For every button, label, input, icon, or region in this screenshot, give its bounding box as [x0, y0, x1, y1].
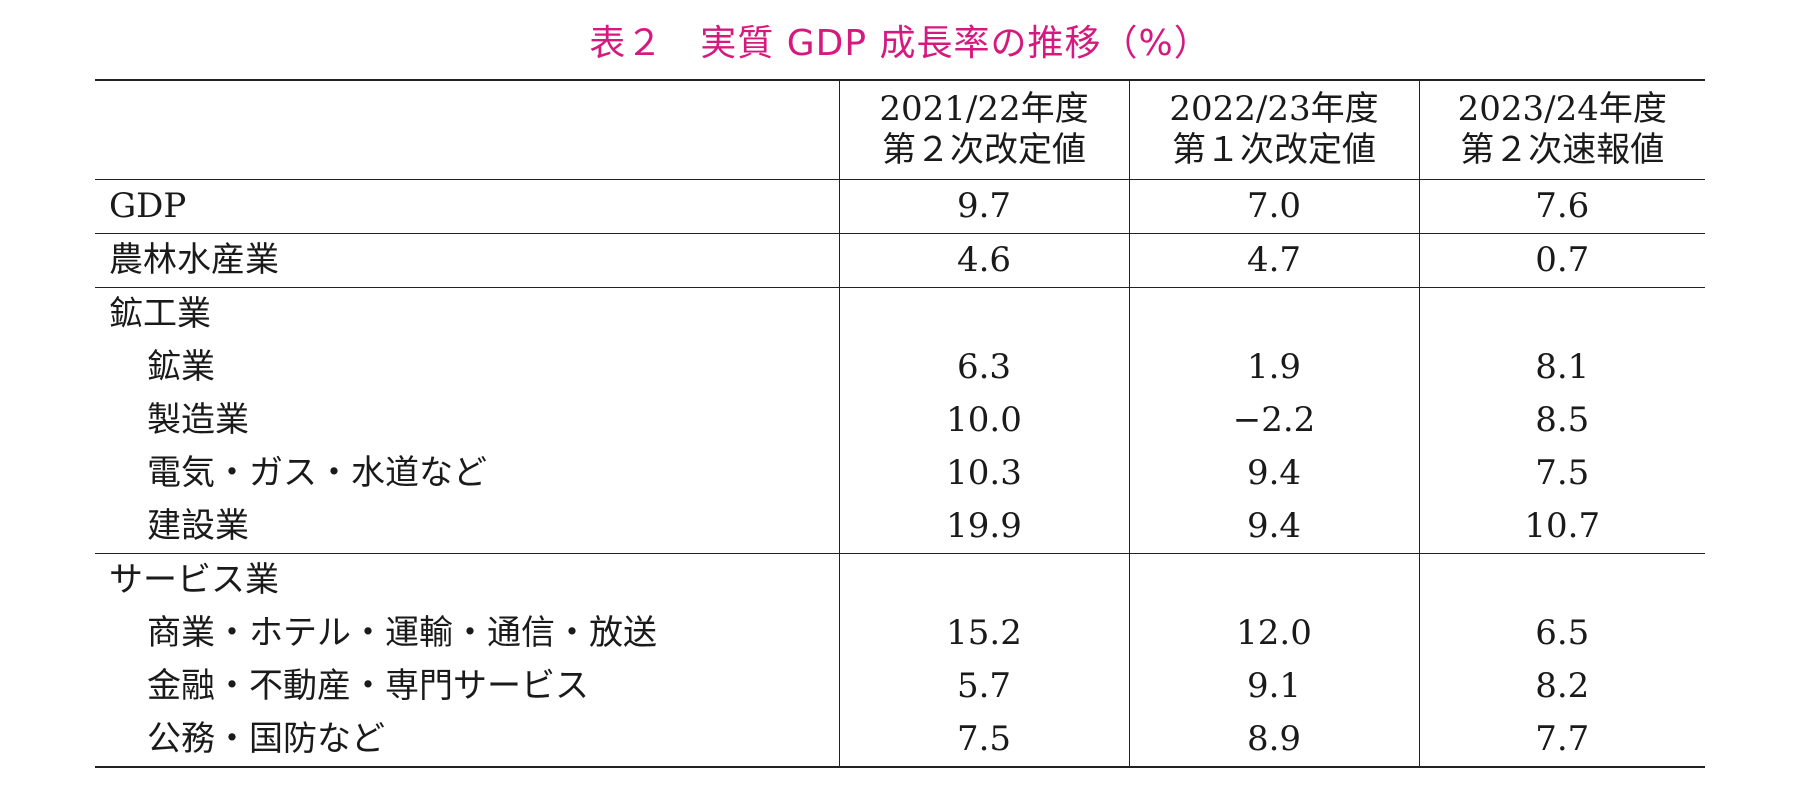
value-cell: 7.0 [1128, 179, 1419, 234]
row-label: 農林水産業 [109, 240, 279, 280]
column-header-estimate: 第２次速報値 [1460, 130, 1665, 170]
row-label: 鉱工業 [109, 294, 211, 334]
value-cell: 9.7 [838, 179, 1129, 234]
value-cell: 7.6 [1418, 179, 1705, 234]
column-header-year: 2021/22年度 [879, 89, 1089, 129]
table-row: 農林水産業 4.6 4.7 0.7 [95, 233, 1705, 288]
row-label: 公務・国防など [147, 719, 385, 759]
value-cell: 12.0 [1128, 607, 1419, 660]
table-row: 商業・ホテル・運輸・通信・放送 15.2 12.0 6.5 [95, 607, 1705, 660]
value-cell [1418, 287, 1705, 341]
value-cell: 5.7 [838, 660, 1129, 713]
table-row: 建設業 19.9 9.4 10.7 [95, 500, 1705, 554]
gdp-growth-table: 2021/22年度 第２次改定値 2022/23年度 第１次改定値 2023/2… [95, 79, 1705, 768]
column-header-estimate: 第２次改定値 [882, 130, 1086, 170]
value-cell: 10.3 [838, 447, 1129, 500]
value-cell [1418, 553, 1705, 607]
column-header-year: 2023/24年度 [1457, 89, 1667, 129]
value-cell: 15.2 [838, 607, 1129, 660]
value-cell [1128, 287, 1419, 341]
column-header: 2022/23年度 第１次改定値 [1128, 80, 1419, 180]
value-cell: 10.0 [838, 394, 1129, 447]
row-label: 建設業 [147, 506, 249, 546]
value-cell: 8.5 [1418, 394, 1705, 447]
header-blank-cell [95, 80, 839, 180]
value-cell: 10.7 [1418, 500, 1705, 554]
value-cell: −2.2 [1128, 394, 1419, 447]
value-cell: 7.5 [1418, 447, 1705, 500]
column-header: 2021/22年度 第２次改定値 [838, 80, 1129, 180]
value-cell [1128, 553, 1419, 607]
row-label: GDP [109, 186, 187, 226]
value-cell: 4.7 [1128, 233, 1419, 288]
table-row: 公務・国防など 7.5 8.9 7.7 [95, 713, 1705, 767]
row-label: 電気・ガス・水道など [147, 453, 487, 493]
table-row: 鉱工業 [95, 287, 1705, 341]
value-cell: 9.1 [1128, 660, 1419, 713]
row-label: 商業・ホテル・運輸・通信・放送 [147, 613, 657, 653]
table-row: GDP 9.7 7.0 7.6 [95, 179, 1705, 234]
row-label: サービス業 [109, 560, 279, 600]
column-header-estimate: 第１次改定値 [1172, 130, 1376, 170]
row-label: 鉱業 [147, 347, 215, 387]
value-cell: 4.6 [838, 233, 1129, 288]
table-row: 鉱業 6.3 1.9 8.1 [95, 341, 1705, 394]
value-cell: 9.4 [1128, 500, 1419, 554]
table-title: 表２ 実質 GDP 成長率の推移（%） [589, 23, 1211, 64]
row-label: 金融・不動産・専門サービス [147, 666, 589, 706]
table-row: 製造業 10.0 −2.2 8.5 [95, 394, 1705, 447]
value-cell: 7.7 [1418, 713, 1705, 767]
table-row: 金融・不動産・専門サービス 5.7 9.1 8.2 [95, 660, 1705, 713]
value-cell: 6.3 [838, 341, 1129, 394]
header-row: 2021/22年度 第２次改定値 2022/23年度 第１次改定値 2023/2… [95, 80, 1705, 180]
value-cell: 9.4 [1128, 447, 1419, 500]
value-cell: 8.9 [1128, 713, 1419, 767]
table-row: 電気・ガス・水道など 10.3 9.4 7.5 [95, 447, 1705, 500]
row-label: 製造業 [147, 400, 249, 440]
value-cell [838, 553, 1129, 607]
value-cell: 8.1 [1418, 341, 1705, 394]
value-cell: 8.2 [1418, 660, 1705, 713]
value-cell: 19.9 [838, 500, 1129, 554]
value-cell: 6.5 [1418, 607, 1705, 660]
table-row: サービス業 [95, 553, 1705, 607]
value-cell: 1.9 [1128, 341, 1419, 394]
column-header-year: 2022/23年度 [1169, 89, 1379, 129]
value-cell: 0.7 [1418, 233, 1705, 288]
column-header: 2023/24年度 第２次速報値 [1418, 80, 1705, 180]
value-cell [838, 287, 1129, 341]
value-cell: 7.5 [838, 713, 1129, 767]
